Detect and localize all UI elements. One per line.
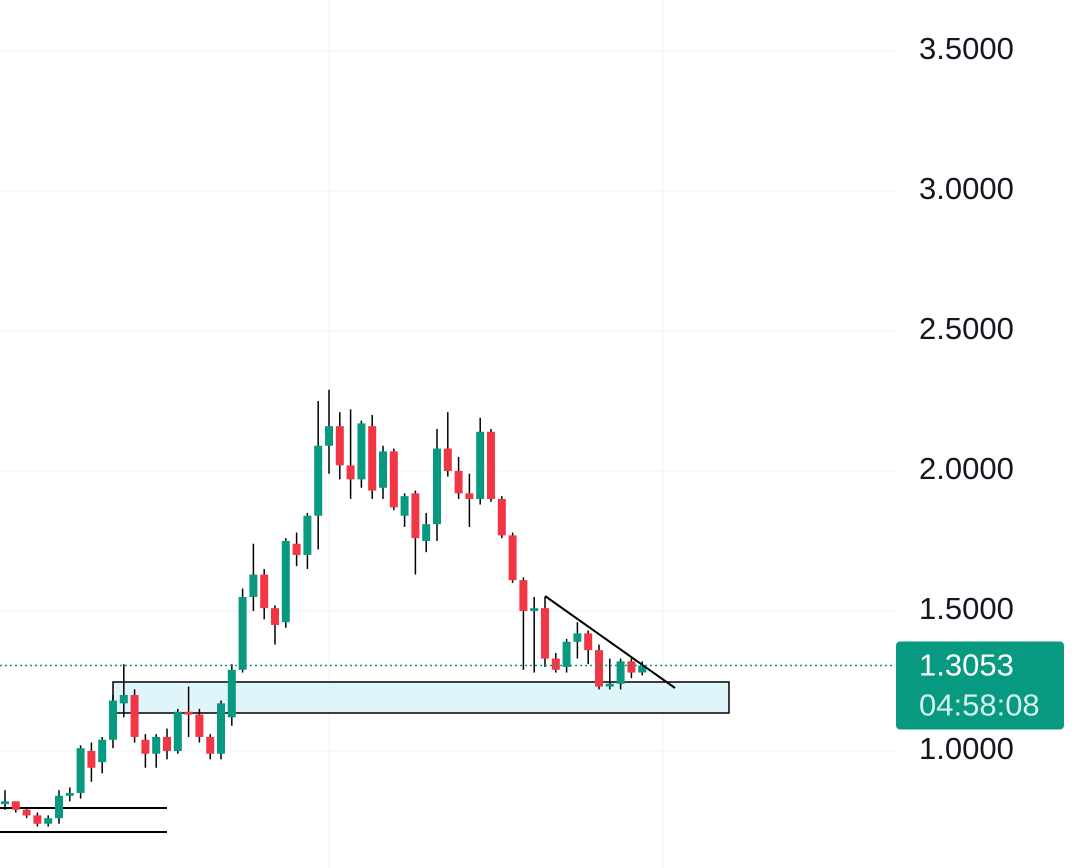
candle-body xyxy=(346,465,355,480)
candle-body xyxy=(551,658,560,670)
candle-body xyxy=(616,661,625,684)
candle-body xyxy=(238,596,247,670)
candle-body xyxy=(379,451,387,488)
candle-body xyxy=(227,669,236,718)
candle-body xyxy=(217,703,225,754)
candle-body xyxy=(65,792,74,796)
candle-body xyxy=(325,426,333,446)
candle-body xyxy=(271,608,279,625)
candle-body xyxy=(260,574,269,609)
candle-body xyxy=(400,496,409,516)
candle-body xyxy=(206,736,215,754)
candle-body xyxy=(22,809,31,816)
candle-body xyxy=(44,818,53,824)
candle-body xyxy=(519,580,528,611)
candle-body xyxy=(508,535,517,581)
candle-body xyxy=(389,451,398,508)
candle-body xyxy=(130,694,139,737)
candle-body xyxy=(292,543,301,555)
y-tick-label: 1.0000 xyxy=(919,731,1014,766)
candle-body xyxy=(573,633,582,642)
candle-body xyxy=(562,641,571,667)
candle-body xyxy=(487,431,495,499)
candle-body xyxy=(87,750,96,768)
candle-body xyxy=(497,498,506,536)
candle-body xyxy=(249,574,258,597)
candle-body xyxy=(530,608,539,611)
candle-body xyxy=(98,739,107,763)
candle-body xyxy=(195,714,204,737)
candle-body xyxy=(303,515,312,555)
candle-body xyxy=(584,633,593,651)
candle-body xyxy=(76,748,85,793)
y-tick-label: 3.5000 xyxy=(919,31,1014,66)
candle-body xyxy=(314,445,323,516)
candle-body xyxy=(1,801,9,805)
price-badge xyxy=(896,641,1064,730)
candle-body xyxy=(55,795,63,819)
candle-body xyxy=(163,736,171,751)
candle-body xyxy=(541,608,549,659)
candle-body xyxy=(476,431,485,499)
candle-body xyxy=(443,448,452,471)
candle-body xyxy=(638,665,647,673)
trend-line xyxy=(544,595,676,689)
candle-body xyxy=(184,711,193,715)
candle-body xyxy=(119,694,128,704)
candle-body xyxy=(465,493,474,499)
support-zone xyxy=(112,681,730,714)
y-tick-label: 2.5000 xyxy=(919,311,1014,346)
candle-body xyxy=(411,493,420,539)
candle-body xyxy=(11,801,20,810)
candle-body xyxy=(595,650,603,687)
candle-body xyxy=(357,423,366,480)
y-tick-label: 2.0000 xyxy=(919,451,1014,486)
candle-body xyxy=(422,524,431,541)
candle-body xyxy=(335,426,344,466)
candle-body xyxy=(605,683,614,687)
candle-body xyxy=(33,815,42,824)
candle-body xyxy=(141,739,150,754)
candle-body xyxy=(433,448,441,525)
y-tick-label: 1.5000 xyxy=(919,591,1014,626)
candle-body xyxy=(627,661,636,673)
candle-body xyxy=(368,426,377,491)
candle-body xyxy=(281,540,290,623)
y-tick-label: 3.0000 xyxy=(919,171,1014,206)
candle-body xyxy=(152,736,161,754)
candle-body xyxy=(454,470,463,494)
candle-body xyxy=(109,700,117,740)
candle-body xyxy=(173,711,182,751)
countdown-label: 04:58:08 xyxy=(919,688,1040,723)
last-price-label: 1.3053 xyxy=(919,648,1014,683)
